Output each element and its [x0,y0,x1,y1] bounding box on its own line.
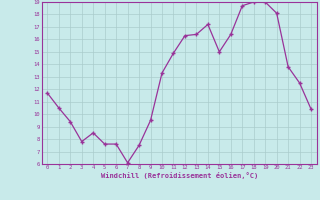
X-axis label: Windchill (Refroidissement éolien,°C): Windchill (Refroidissement éolien,°C) [100,172,258,179]
